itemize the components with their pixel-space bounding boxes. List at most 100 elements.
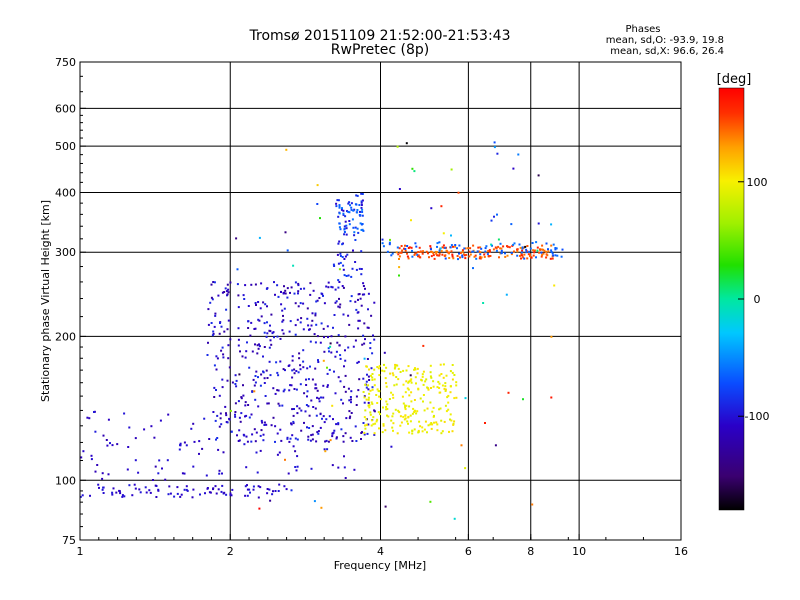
data-point <box>512 167 515 170</box>
data-point <box>214 485 217 488</box>
data-point <box>347 387 350 390</box>
data-point <box>491 244 493 247</box>
data-point <box>450 250 453 253</box>
x-tick-label: 4 <box>377 545 384 558</box>
data-point <box>440 250 443 253</box>
data-point <box>258 507 261 510</box>
data-point <box>306 395 308 398</box>
data-point <box>384 429 387 432</box>
data-point <box>396 432 399 435</box>
data-point <box>128 484 131 487</box>
data-point <box>370 314 373 317</box>
data-point <box>439 363 442 366</box>
data-point <box>522 398 524 401</box>
data-point <box>479 255 482 258</box>
data-point <box>283 285 285 288</box>
data-point <box>294 466 297 468</box>
data-point <box>390 391 393 394</box>
data-point <box>101 477 104 480</box>
data-point <box>279 428 282 431</box>
data-point <box>416 372 419 375</box>
data-point <box>391 426 394 429</box>
data-point <box>407 415 410 418</box>
data-point <box>102 486 105 489</box>
data-point <box>337 215 340 218</box>
data-point <box>545 256 548 259</box>
data-point <box>404 249 407 252</box>
data-point <box>298 352 301 355</box>
data-point <box>484 422 486 424</box>
data-point <box>332 326 334 329</box>
data-point <box>291 434 294 437</box>
data-point <box>401 395 404 398</box>
data-point <box>365 365 368 368</box>
data-point <box>213 281 216 284</box>
data-point <box>379 413 381 416</box>
data-point <box>540 251 543 254</box>
y-tick-label: 300 <box>55 246 76 259</box>
data-point <box>167 493 170 496</box>
data-point <box>296 412 299 415</box>
data-point <box>363 433 366 436</box>
data-point <box>337 305 340 308</box>
data-point <box>445 374 448 377</box>
data-point <box>263 346 266 348</box>
data-point <box>339 357 342 360</box>
data-point <box>552 254 555 257</box>
data-point <box>228 366 231 369</box>
data-point <box>334 288 337 291</box>
data-point <box>251 390 254 393</box>
data-point <box>407 388 410 391</box>
data-point <box>513 242 516 245</box>
data-point <box>284 458 286 461</box>
data-point <box>360 200 363 203</box>
data-point <box>542 252 545 255</box>
data-point <box>355 404 358 406</box>
data-point <box>517 153 520 156</box>
data-point <box>500 249 503 252</box>
data-point <box>254 343 256 346</box>
data-point <box>417 254 420 257</box>
data-point <box>357 360 360 363</box>
data-point <box>485 245 488 248</box>
data-point <box>436 245 438 248</box>
data-point <box>447 401 450 404</box>
data-point <box>446 396 449 399</box>
data-point <box>299 321 302 324</box>
data-point <box>550 244 553 247</box>
data-point <box>526 257 529 260</box>
data-point <box>192 488 195 491</box>
data-point <box>326 384 329 387</box>
data-point <box>307 378 310 381</box>
data-point <box>439 247 442 250</box>
data-point <box>274 392 277 395</box>
data-point <box>198 440 201 443</box>
data-point <box>337 376 340 379</box>
data-point <box>102 492 105 494</box>
data-point <box>263 424 266 426</box>
data-point <box>429 423 432 426</box>
data-point <box>272 416 275 419</box>
data-point <box>361 431 363 434</box>
data-point <box>411 430 414 432</box>
data-point <box>353 234 356 237</box>
data-point <box>373 338 376 341</box>
data-point <box>523 257 526 260</box>
data-point <box>128 426 131 429</box>
data-point <box>448 252 450 255</box>
data-point <box>246 484 248 487</box>
data-point <box>240 412 243 415</box>
data-point <box>479 253 482 256</box>
data-point <box>337 242 340 245</box>
data-point <box>381 242 384 245</box>
data-point <box>347 346 350 349</box>
data-point <box>415 412 418 415</box>
grid-lines <box>80 62 681 540</box>
data-point <box>537 174 540 177</box>
data-point <box>362 282 365 285</box>
data-point <box>457 191 460 194</box>
data-point <box>422 250 424 253</box>
data-point <box>378 390 381 393</box>
data-point <box>459 252 462 254</box>
data-point <box>441 246 444 249</box>
